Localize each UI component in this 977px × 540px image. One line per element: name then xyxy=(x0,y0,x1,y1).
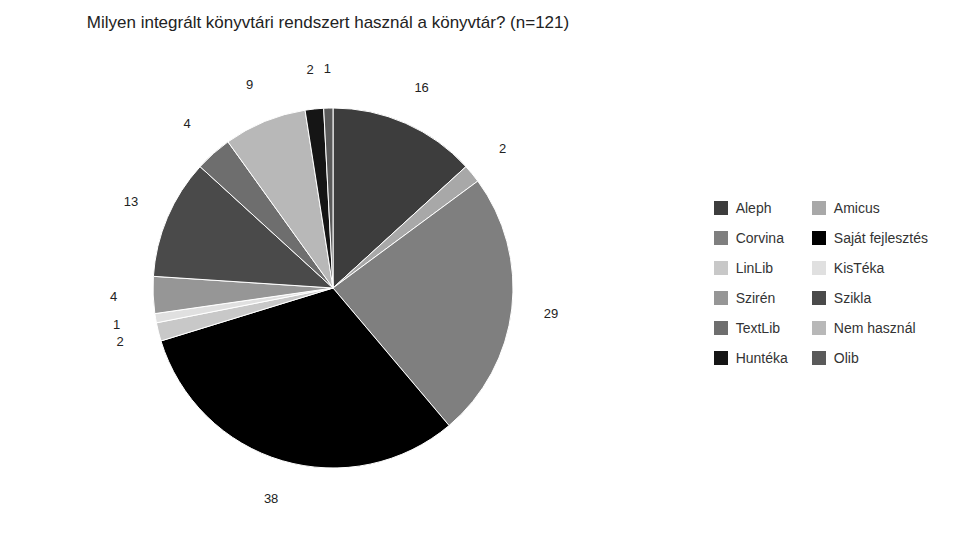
html-text:Szikla: Szikla xyxy=(833,290,872,306)
svg-text:2: 2 xyxy=(116,334,123,349)
html-text:Nem használ: Nem használ xyxy=(833,320,916,336)
svg-text:16: 16 xyxy=(414,80,428,95)
svg-text:4: 4 xyxy=(183,116,190,131)
svg-text:9: 9 xyxy=(246,77,253,92)
html-text:Huntéka: Huntéka xyxy=(735,350,788,366)
svg-text:2: 2 xyxy=(307,62,314,77)
html-text:Corvina: Corvina xyxy=(735,230,784,246)
svg-text:2: 2 xyxy=(499,141,506,156)
html-text:Szirén: Szirén xyxy=(735,290,776,306)
svg-text:13: 13 xyxy=(124,194,138,209)
svg-text:1: 1 xyxy=(324,61,331,76)
html-text:Amicus: Amicus xyxy=(833,200,880,216)
svg-text:38: 38 xyxy=(264,491,278,506)
html-text:TextLib: TextLib xyxy=(735,320,780,336)
html-text:Saját fejlesztés: Saját fejlesztés xyxy=(833,230,928,246)
html-text:LinLib: LinLib xyxy=(735,260,773,276)
svg-text:4: 4 xyxy=(110,289,117,304)
html-text:Milyen integrált könyvtári ren: Milyen integrált könyvtári rendszert has… xyxy=(86,13,570,32)
html-text:Olib: Olib xyxy=(833,350,859,366)
html-text:Aleph: Aleph xyxy=(735,200,772,216)
svg-text:29: 29 xyxy=(544,306,558,321)
svg-text:1: 1 xyxy=(113,317,120,332)
html-text:KisTéka: KisTéka xyxy=(833,260,885,276)
